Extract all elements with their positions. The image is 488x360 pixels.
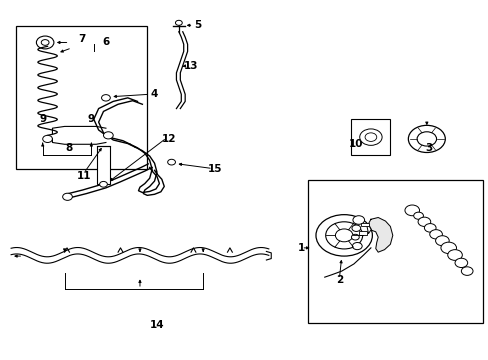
Bar: [351, 119, 389, 155]
Circle shape: [325, 222, 362, 249]
Text: 9: 9: [39, 114, 46, 124]
Circle shape: [407, 125, 445, 153]
Text: 2: 2: [335, 275, 342, 285]
Bar: [361, 223, 368, 226]
Circle shape: [352, 216, 364, 224]
Text: 7: 7: [78, 34, 85, 44]
Circle shape: [416, 132, 436, 146]
Bar: [97, 146, 110, 184]
Circle shape: [413, 212, 423, 219]
Circle shape: [359, 129, 381, 145]
Text: 5: 5: [194, 19, 202, 30]
Circle shape: [167, 159, 175, 165]
Circle shape: [429, 230, 442, 239]
Text: 10: 10: [348, 139, 363, 149]
Circle shape: [440, 242, 456, 253]
Text: 14: 14: [149, 320, 164, 330]
Circle shape: [103, 132, 113, 139]
Text: 6: 6: [102, 37, 109, 48]
Text: 15: 15: [208, 164, 222, 174]
Circle shape: [365, 133, 376, 141]
Circle shape: [404, 205, 419, 216]
Text: 8: 8: [66, 143, 73, 153]
Circle shape: [351, 225, 360, 231]
Circle shape: [315, 215, 372, 256]
Circle shape: [460, 267, 472, 275]
Circle shape: [36, 36, 54, 49]
Text: 9: 9: [88, 114, 95, 124]
Text: 4: 4: [151, 89, 158, 99]
Circle shape: [102, 95, 110, 101]
Circle shape: [417, 217, 430, 226]
Circle shape: [352, 243, 362, 249]
Bar: [307, 180, 482, 323]
Text: 13: 13: [183, 61, 198, 71]
Circle shape: [100, 181, 107, 187]
Circle shape: [447, 249, 461, 260]
Bar: [16, 26, 147, 169]
Bar: [358, 231, 366, 235]
Circle shape: [175, 20, 182, 25]
Circle shape: [454, 258, 467, 267]
Text: 3: 3: [425, 143, 432, 153]
Circle shape: [62, 193, 72, 201]
Text: 11: 11: [77, 171, 91, 181]
Circle shape: [424, 224, 435, 232]
Circle shape: [435, 236, 448, 246]
Circle shape: [41, 40, 49, 45]
Polygon shape: [366, 217, 392, 252]
Circle shape: [335, 229, 352, 242]
Text: 12: 12: [162, 134, 176, 144]
Circle shape: [351, 234, 359, 240]
Text: 1: 1: [298, 243, 305, 253]
Circle shape: [42, 135, 52, 143]
